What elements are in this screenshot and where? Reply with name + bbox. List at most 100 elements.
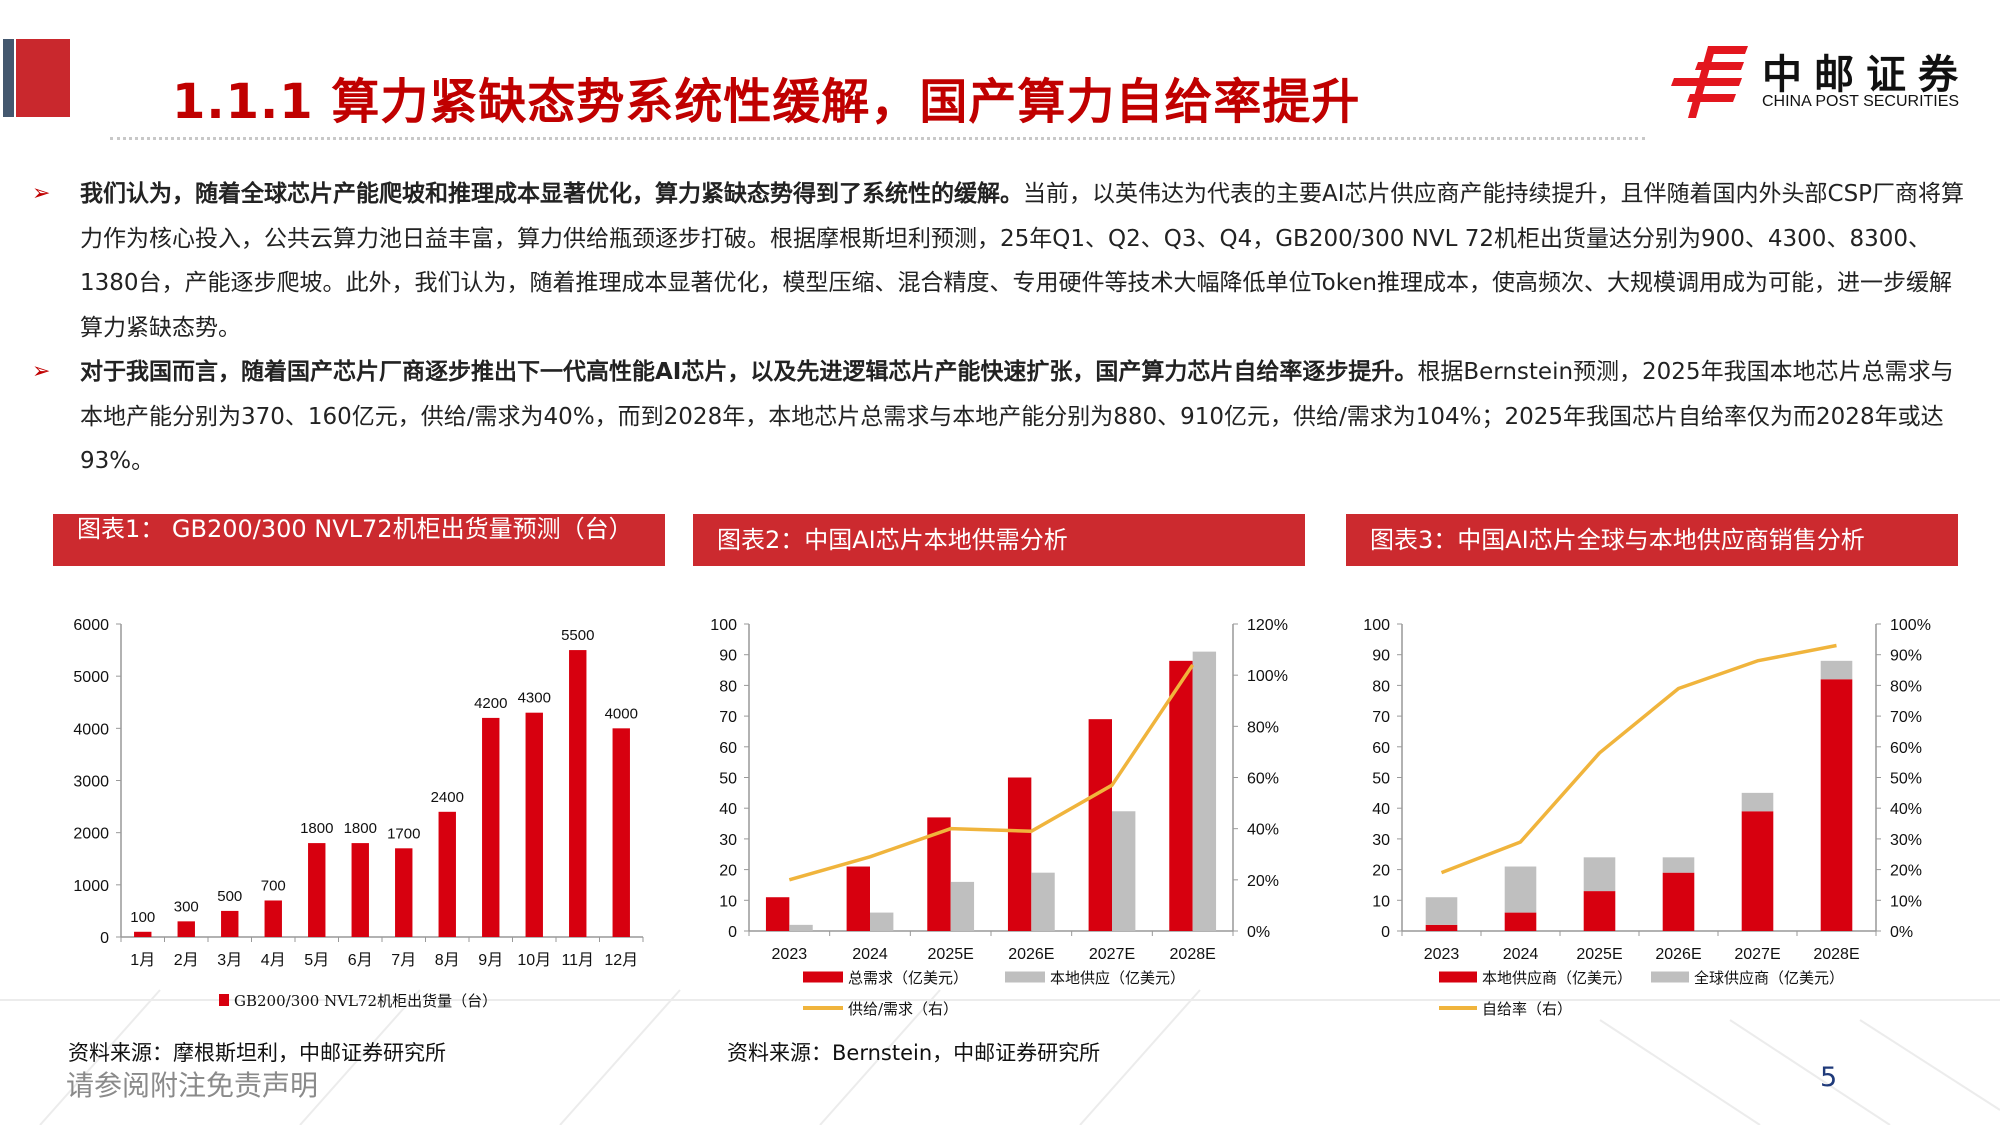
source-note-right: 资料来源：Bernstein，中邮证券研究所 <box>727 1041 1101 1065</box>
legend-label: 总需求（亿美元） <box>848 969 968 987</box>
y-tick-label: 0 <box>100 930 109 947</box>
bar-value-label: 1700 <box>387 825 420 842</box>
page-title: 1.1.1 算力紧缺态势系统性缓解，国产算力自给率提升 <box>172 74 1361 130</box>
bar <box>1169 660 1193 931</box>
bar-value-label: 4000 <box>605 705 638 722</box>
bar <box>482 717 500 937</box>
bar <box>525 712 543 937</box>
bar-value-label: 100 <box>130 909 155 926</box>
legend-label: 供给/需求（右） <box>848 1000 958 1018</box>
y-tick-label: 10 <box>719 893 737 910</box>
y2-tick-label: 70% <box>1890 709 1922 726</box>
bar <box>1088 719 1112 931</box>
bar <box>395 848 413 937</box>
disclaimer-link[interactable]: 请参阅附注免责声明 <box>66 1069 319 1102</box>
bar <box>1425 924 1458 931</box>
y-tick-label: 60 <box>1372 740 1390 757</box>
y-tick-label: 30 <box>1372 832 1390 849</box>
bar <box>308 843 326 937</box>
x-tick-label: 2024 <box>852 946 888 963</box>
y-tick-label: 70 <box>1372 709 1390 726</box>
bar <box>870 912 894 931</box>
y2-tick-label: 40% <box>1247 822 1279 839</box>
y-tick-label: 50 <box>1372 771 1390 788</box>
bar <box>264 900 282 937</box>
x-tick-label: 5月 <box>304 952 329 969</box>
paragraph-1-text: 当前，以英伟达为代表的主要AI芯片供应商产能持续提升，且伴随着国内外头部CSP厂… <box>80 181 1965 341</box>
bar <box>134 931 152 937</box>
x-tick-label: 2月 <box>174 952 199 969</box>
bar-value-label: 1800 <box>344 820 377 837</box>
paragraph-2: ➢ 对于我国而言，随着国产芯片厂商逐步推出下一代高性能AI芯片，以及先进逻辑芯片… <box>30 350 1970 484</box>
bar <box>1662 857 1695 873</box>
y-tick-label: 60 <box>719 740 737 757</box>
y-tick-label: 40 <box>719 801 737 818</box>
y-tick-label: 80 <box>1372 678 1390 695</box>
chart-1-bar-chart: 0 1000 2000 3000 4000 5000 6000 1月 2月 3月 4月 5月 6月 7月 8… <box>73 617 644 1010</box>
x-tick-label: 2024 <box>1503 946 1539 963</box>
x-tick-label: 2026E <box>1008 946 1054 963</box>
y-tick-label: 0 <box>1381 924 1390 941</box>
plot-area: 0 10 20 30 40 50 60 70 80 90 100 2023 2024 2025E 2026E… <box>1363 617 1931 963</box>
x-tick-label: 2026E <box>1655 946 1701 963</box>
y-tick-label: 30 <box>719 832 737 849</box>
bar <box>765 897 790 931</box>
x-tick-label: 2027E <box>1734 946 1780 963</box>
chart-1-title: 图表1： GB200/300 NVL72机柜出货量预测（台） <box>53 514 665 566</box>
y2-tick-label: 80% <box>1247 719 1279 736</box>
y2-tick-label: 100% <box>1247 668 1288 685</box>
bar-value-label: 5500 <box>561 627 594 644</box>
bar <box>1820 660 1853 680</box>
china-post-logo-icon <box>1671 46 1748 118</box>
y-tick-label: 0 <box>728 924 737 941</box>
legend-swatch <box>803 971 843 983</box>
plot-area: 0 10 20 30 40 50 60 70 80 90 100 2023 2024 2025E 2026E… <box>710 617 1288 963</box>
y2-tick-label: 80% <box>1890 678 1922 695</box>
bar <box>1504 912 1537 931</box>
bar <box>846 866 870 931</box>
y2-tick-label: 30% <box>1890 832 1922 849</box>
source-note-left: 资料来源：摩根斯坦利，中邮证券研究所 <box>68 1041 446 1065</box>
y-tick-label: 5000 <box>73 669 109 686</box>
bar <box>1820 679 1853 931</box>
paragraph-2-bold: 对于我国而言，随着国产芯片厂商逐步推出下一代高性能AI芯片，以及先进逻辑芯片产能… <box>80 359 1418 385</box>
legend-swatch <box>1005 971 1045 983</box>
chart-legend: 总需求（亿美元） 本地供应（亿美元） 供给/需求（右） <box>803 969 1185 1018</box>
arrow-bullet-icon: ➢ <box>32 359 51 384</box>
y2-tick-label: 40% <box>1890 801 1922 818</box>
page-number: 5 <box>1820 1062 1838 1093</box>
x-tick-label: 10月 <box>517 952 551 969</box>
x-tick-label: 2028E <box>1170 946 1216 963</box>
x-tick-label: 2025E <box>928 946 974 963</box>
y-tick-label: 1000 <box>73 878 109 895</box>
bar <box>221 910 239 937</box>
bar <box>612 728 630 937</box>
x-tick-label: 2023 <box>772 946 808 963</box>
chart-2-title: 图表2：中国AI芯片本地供需分析 <box>693 514 1305 566</box>
chart-3-stacked-combo-chart: 0 10 20 30 40 50 60 70 80 90 100 2023 2024 2025E 2026E… <box>1363 617 1931 1018</box>
paragraph-1-bold: 我们认为，随着全球芯片产能爬坡和推理成本显著优化，算力紧缺态势得到了系统性的缓解… <box>80 181 1023 207</box>
y2-tick-label: 50% <box>1890 771 1922 788</box>
bar <box>1583 891 1616 931</box>
legend-label: 本地供应商（亿美元） <box>1482 969 1632 987</box>
y2-tick-label: 10% <box>1890 893 1922 910</box>
bar <box>1192 651 1217 931</box>
x-tick-label: 2025E <box>1576 946 1622 963</box>
title-divider <box>110 137 1645 140</box>
logo-text-en: CHINA POST SECURITIES <box>1762 93 1960 110</box>
company-logo: 中邮证券 CHINA POST SECURITIES <box>1670 40 1980 120</box>
x-tick-label: 2027E <box>1089 946 1135 963</box>
y2-tick-label: 120% <box>1247 617 1288 634</box>
bar-value-label: 1800 <box>300 820 333 837</box>
bar <box>1112 811 1136 931</box>
x-tick-label: 8月 <box>435 952 460 969</box>
bar <box>1583 857 1616 892</box>
bar-value-label: 4300 <box>518 690 551 707</box>
y2-tick-label: 90% <box>1890 648 1922 665</box>
bar-value-label: 300 <box>174 898 199 915</box>
legend-label: 全球供应商（亿美元） <box>1694 969 1844 987</box>
y-tick-label: 20 <box>719 863 737 880</box>
y-tick-label: 2000 <box>73 826 109 843</box>
bar <box>438 811 456 937</box>
legend-label: GB200/300 NVL72机柜出货量（台） <box>234 992 497 1010</box>
